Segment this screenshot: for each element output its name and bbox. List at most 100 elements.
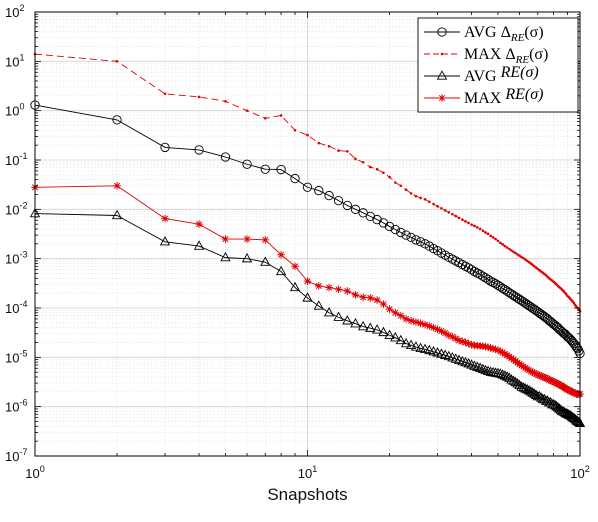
data-point-circle: [480, 273, 491, 283]
x-axis-title: Snapshots: [267, 485, 347, 504]
data-point-asterisk: [195, 220, 203, 228]
data-point-dot: [293, 128, 297, 132]
data-point-triangle: [497, 369, 508, 379]
data-point-asterisk: [451, 334, 460, 343]
data-point-asterisk: [343, 287, 352, 295]
data-point-triangle: [289, 281, 301, 292]
data-point-dot: [346, 150, 349, 153]
data-point-dot: [451, 212, 454, 216]
tick-label-exponent: 1: [312, 464, 317, 474]
data-point-triangle: [564, 409, 576, 420]
data-point-asterisk: [546, 376, 555, 385]
data-point-triangle: [490, 367, 501, 377]
legend-label: AVG ΔRE(σ): [464, 24, 544, 44]
data-point-circle: [242, 159, 252, 169]
data-point-asterisk: [373, 296, 381, 304]
data-point-triangle: [508, 375, 519, 385]
data-point-asterisk: [379, 300, 388, 308]
data-point-triangle: [111, 209, 123, 220]
data-point-dot: [461, 218, 464, 221]
data-point-circle: [572, 343, 583, 354]
data-point-triangle: [472, 361, 483, 371]
data-point-dot: [443, 209, 447, 212]
data-point-circle: [276, 164, 286, 175]
y-tick-label: 100: [5, 102, 24, 119]
data-point-dot: [317, 141, 321, 145]
data-point-asterisk: [402, 315, 410, 323]
data-point-triangle: [570, 413, 581, 424]
data-point-triangle: [514, 379, 525, 390]
data-point-asterisk: [496, 347, 505, 356]
tick-label-exponent: -6: [19, 398, 27, 408]
series-4: [31, 181, 584, 398]
data-point-asterisk: [397, 311, 405, 320]
data-point-triangle: [460, 356, 471, 367]
data-point-dot: [496, 239, 500, 243]
tick-label-exponent: -5: [19, 348, 27, 358]
data-point-asterisk: [416, 319, 425, 328]
legend-label-part: (σ): [529, 46, 548, 63]
data-point-dot: [489, 234, 492, 238]
data-point-asterisk: [303, 277, 312, 285]
data-point-circle: [490, 279, 501, 289]
data-point-asterisk: [437, 327, 446, 335]
data-point-circle: [160, 142, 170, 153]
data-point-asterisk: [351, 291, 360, 299]
data-point-triangle: [463, 358, 474, 368]
y-tick-label: 10-3: [5, 250, 27, 267]
data-point-asterisk: [444, 331, 453, 340]
tick-label-exponent: 0: [19, 102, 24, 112]
data-point-triangle: [567, 411, 578, 422]
data-point-dot: [527, 260, 531, 264]
data-point-dot: [197, 95, 201, 99]
data-point-dot: [473, 224, 476, 228]
data-point-triangle: [469, 360, 480, 370]
legend-label: AVG RE(σ): [464, 64, 539, 85]
x-tick-label: 101: [298, 464, 317, 481]
data-point-dot: [476, 226, 479, 229]
data-point-dot: [518, 254, 521, 257]
data-point-asterisk: [552, 379, 561, 387]
data-point-dot: [245, 109, 249, 112]
data-point-dot: [368, 165, 372, 169]
data-point-triangle: [504, 372, 515, 382]
data-point-dot: [520, 255, 523, 259]
data-point-asterisk: [530, 369, 539, 377]
data-point-asterisk: [458, 337, 467, 346]
legend-label-part: AVG Δ: [464, 24, 511, 41]
data-point-dot: [399, 184, 403, 188]
data-point-asterisk: [243, 235, 251, 243]
data-point-asterisk: [527, 367, 535, 376]
tick-label-base: 10: [5, 350, 19, 365]
data-point-circle: [390, 224, 400, 235]
data-point-asterisk: [433, 325, 442, 334]
series-2: [33, 52, 582, 313]
tick-label-exponent: 0: [40, 464, 45, 474]
data-point-asterisk: [461, 338, 470, 347]
y-tick-label: 10-7: [5, 447, 27, 464]
data-point-triangle: [436, 70, 448, 80]
data-point-asterisk: [491, 345, 500, 354]
data-point-circle: [485, 276, 496, 286]
data-point-circle: [534, 308, 545, 318]
data-point-triangle: [562, 408, 573, 418]
data-point-triangle: [482, 365, 494, 375]
tick-label-exponent: 1: [19, 52, 24, 62]
tick-labels: 100 101 10210210110010-110-210-310-410-510…: [5, 3, 590, 481]
data-point-dot: [404, 188, 408, 192]
data-point-circle: [493, 280, 503, 290]
data-point-circle: [401, 230, 411, 240]
data-point-triangle: [400, 337, 412, 348]
data-point-triangle: [395, 334, 406, 345]
data-point-circle: [488, 277, 498, 288]
data-point-asterisk: [421, 320, 429, 329]
data-point-asterisk: [407, 317, 415, 325]
data-point-dot: [525, 259, 529, 263]
legend-label-part: RE: [515, 54, 530, 66]
data-point-dot: [486, 232, 490, 236]
data-point-asterisk: [467, 340, 476, 349]
data-point-asterisk: [486, 344, 495, 352]
data-point-triangle: [499, 370, 511, 380]
data-point-asterisk: [535, 371, 544, 380]
